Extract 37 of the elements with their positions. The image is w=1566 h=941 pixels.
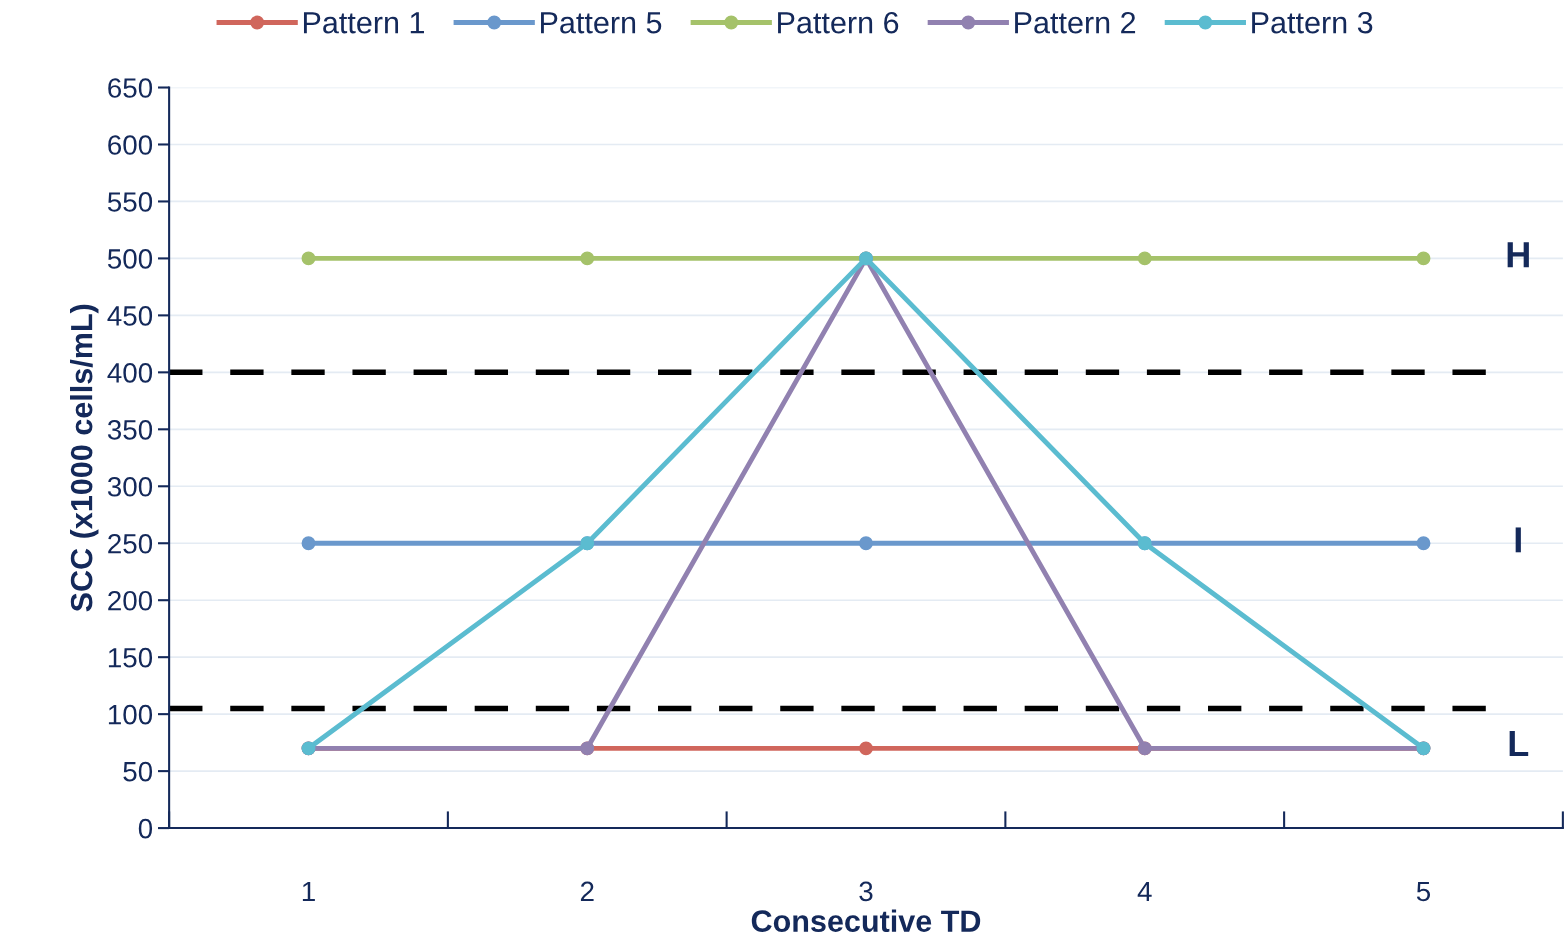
y-axis-title: SCC (x1000 cells/mL) (70, 304, 99, 612)
y-tick-label: 250 (108, 533, 153, 554)
x-tick-label: 3 (859, 881, 873, 902)
x-tick-label: 2 (580, 881, 594, 901)
point (859, 741, 873, 756)
legend-label: Pattern 2 (1015, 11, 1136, 34)
x-axis-title: Consecutive TD (751, 909, 981, 932)
x-tick-label: 4 (1137, 881, 1152, 901)
y-tick-label: 200 (108, 590, 153, 611)
point (1416, 536, 1431, 551)
point (580, 251, 595, 266)
y-tick-label: 550 (107, 192, 153, 212)
y-tick-label: 150 (108, 647, 153, 668)
y-tick-label: 650 (108, 78, 153, 98)
y-tick-label: 100 (108, 704, 153, 725)
x-tick-label: 5 (1416, 881, 1431, 902)
point (1416, 251, 1431, 266)
y-tick-label: 400 (107, 363, 153, 383)
y-tick-label: 350 (107, 419, 153, 440)
legend-label: Pattern 3 (1252, 11, 1373, 34)
annotation: I (1515, 527, 1521, 553)
y-tick-label: 600 (108, 135, 153, 155)
point (1137, 251, 1152, 266)
x-tick-label: 1 (302, 881, 315, 901)
legend-label: Pattern 5 (541, 12, 662, 34)
annotation: L (1509, 731, 1529, 756)
point (301, 251, 316, 266)
y-tick-label: 450 (107, 306, 153, 326)
y-tick-label: 0 (138, 818, 153, 839)
annotation: H (1507, 242, 1529, 268)
legend-label: Pattern 6 (778, 11, 899, 34)
y-tick-label: 500 (107, 249, 153, 269)
y-tick-label: 50 (123, 761, 153, 782)
legend-label: Pattern 1 (303, 12, 424, 34)
point (859, 536, 873, 551)
y-tick-label: 300 (107, 476, 153, 497)
point (301, 536, 316, 551)
